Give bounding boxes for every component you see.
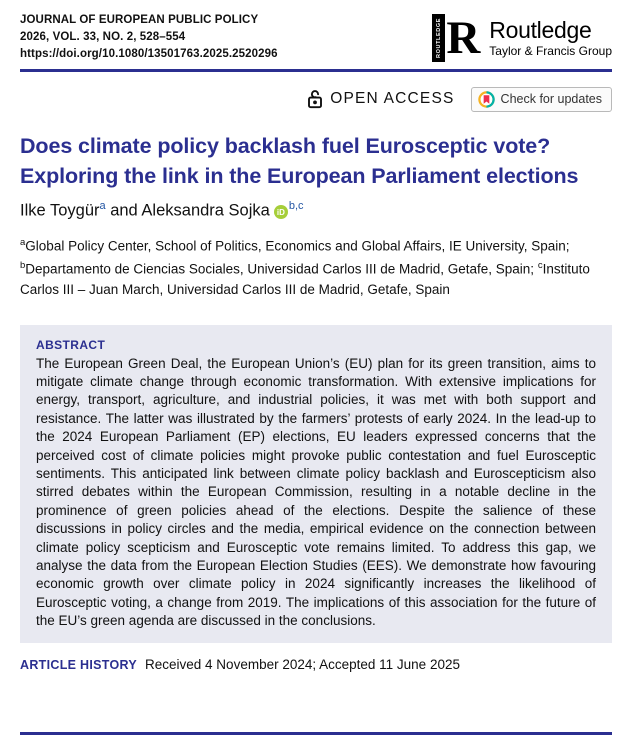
footer-divider — [20, 732, 612, 735]
author-line: Ilke Toygüra and Aleksandra Sojka iD b,c — [20, 200, 612, 221]
abstract-body: The European Green Deal, the European Un… — [36, 355, 596, 629]
abstract-box: ABSTRACT The European Green Deal, the Eu… — [20, 324, 612, 643]
routledge-logo-mark: ROUTLEDGE R — [432, 14, 480, 62]
affiliation-a: Global Policy Center, School of Politics… — [25, 238, 570, 253]
publisher-logo: ROUTLEDGE R Routledge Taylor & Francis G… — [432, 14, 612, 62]
article-title: Does climate policy backlash fuel Eurosc… — [20, 134, 579, 188]
author-connector: and — [105, 201, 142, 220]
affiliation-c: Instituto Carlos III – Juan March, Unive… — [20, 261, 590, 297]
author-2: Aleksandra Sojka — [141, 201, 270, 220]
page-header: JOURNAL OF EUROPEAN PUBLIC POLICY 2026, … — [20, 12, 612, 63]
publisher-text: Routledge Taylor & Francis Group — [489, 14, 612, 58]
publisher-tagline: Taylor & Francis Group — [489, 44, 612, 58]
orcid-icon[interactable]: iD — [273, 205, 288, 219]
check-for-updates-label: Check for updates — [500, 92, 602, 106]
crossmark-icon — [477, 90, 495, 108]
journal-name: JOURNAL OF EUROPEAN PUBLIC POLICY — [20, 14, 259, 26]
publisher-name: Routledge — [489, 17, 592, 43]
routledge-vertical-bar: ROUTLEDGE — [432, 14, 446, 62]
journal-meta: JOURNAL OF EUROPEAN PUBLIC POLICY 2026, … — [20, 12, 278, 63]
affiliation-b: Departamento de Ciencias Sociales, Unive… — [25, 261, 538, 277]
affiliation-sup-c: c — [537, 260, 543, 271]
author-2-affiliation-sup: b,c — [288, 200, 304, 212]
doi-link[interactable]: https://doi.org/10.1080/13501763.2025.25… — [20, 48, 278, 60]
abstract-heading: ABSTRACT — [36, 337, 106, 352]
header-divider — [20, 69, 612, 72]
badges-row: OPEN ACCESS Check for updates — [20, 86, 612, 112]
open-access-label: OPEN ACCESS — [330, 90, 455, 107]
routledge-r-glyph: R — [446, 12, 481, 64]
article-history-value: Received 4 November 2024; Accepted 11 Ju… — [145, 656, 460, 672]
volume-issue-pages: 2026, VOL. 33, NO. 2, 528–554 — [20, 31, 186, 43]
open-access-badge: OPEN ACCESS — [307, 89, 454, 109]
article-history-label: ARTICLE HISTORY — [20, 657, 138, 672]
check-for-updates-button[interactable]: Check for updates — [470, 86, 612, 112]
author-1: Ilke Toygür — [20, 201, 100, 220]
article-history: ARTICLE HISTORY Received 4 November 2024;… — [20, 657, 612, 672]
affiliation-sup-b: b — [20, 260, 26, 271]
routledge-vertical-text: ROUTLEDGE — [435, 18, 442, 58]
author-1-affiliation-sup: a — [99, 200, 106, 212]
affiliations: aGlobal Policy Center, School of Politic… — [20, 233, 612, 300]
affiliation-sup-a: a — [20, 236, 26, 248]
open-lock-icon — [307, 89, 323, 109]
